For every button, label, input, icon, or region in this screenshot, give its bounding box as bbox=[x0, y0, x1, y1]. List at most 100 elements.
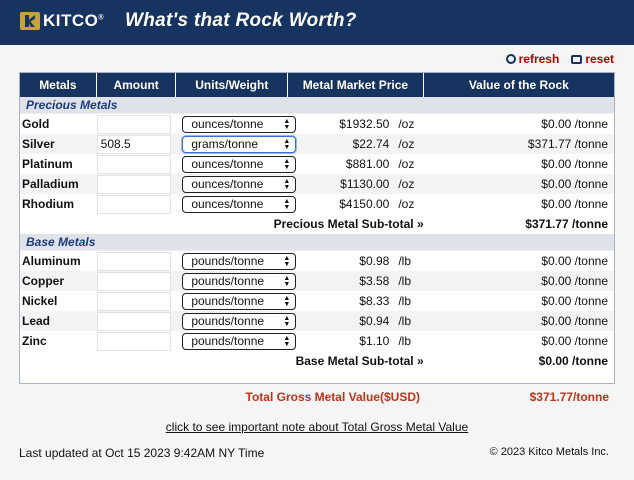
unit-select[interactable]: grams/tonne ▲ ▼ bbox=[182, 135, 297, 153]
table-row: Platinum ounces/tonne ▲ ▼ $881.00/oz $0.00 /t… bbox=[20, 154, 614, 174]
price-cell: $4150.00/oz bbox=[288, 197, 424, 211]
copyright: © 2023 Kitco Metals Inc. bbox=[489, 446, 609, 458]
price-unit: /lb bbox=[398, 334, 411, 348]
price-value: $22.74 bbox=[352, 137, 390, 151]
price-unit: /lb bbox=[398, 254, 411, 268]
metal-name: Gold bbox=[22, 117, 50, 131]
unit-select[interactable]: pounds/tonne ▲ ▼ bbox=[182, 312, 297, 330]
select-arrows-icon: ▲ ▼ bbox=[283, 314, 291, 328]
amount-cell bbox=[96, 291, 177, 311]
amount-cell bbox=[96, 194, 177, 214]
gross-value-note-link[interactable]: click to see important note about Total … bbox=[165, 420, 469, 434]
price-value: $4150.00 bbox=[339, 197, 390, 211]
amount-input[interactable] bbox=[96, 331, 171, 351]
metal-name: Aluminum bbox=[22, 254, 81, 268]
unit-select-value: pounds/tonne bbox=[191, 334, 265, 348]
rock-value: $0.00 /tonne bbox=[541, 254, 608, 268]
table-row: Zinc pounds/tonne ▲ ▼ $1.10/lb $0.00 /tonne bbox=[20, 331, 614, 351]
unit-select-value: pounds/tonne bbox=[191, 314, 265, 328]
unit-select-value: pounds/tonne bbox=[191, 274, 265, 288]
price-cell: $22.74/oz bbox=[288, 137, 424, 151]
table-row: Nickel pounds/tonne ▲ ▼ $8.33/lb $0.00 /tonne bbox=[20, 291, 614, 311]
price-cell: $3.58/lb bbox=[288, 274, 424, 288]
metal-name: Zinc bbox=[22, 334, 47, 348]
price-value: $0.94 bbox=[359, 314, 390, 328]
price-unit: /oz bbox=[398, 197, 415, 211]
unit-select[interactable]: ounces/tonne ▲ ▼ bbox=[182, 195, 297, 213]
metal-name: Platinum bbox=[22, 157, 73, 171]
kitco-logo-text: KITCO® bbox=[43, 11, 105, 30]
amount-input[interactable] bbox=[96, 134, 171, 154]
metal-name: Copper bbox=[22, 274, 64, 288]
table-row: Rhodium ounces/tonne ▲ ▼ $4150.00/oz $0.00 /t… bbox=[20, 194, 614, 214]
kitco-logo[interactable]: KITCO® bbox=[20, 11, 104, 31]
unit-select[interactable]: pounds/tonne ▲ ▼ bbox=[182, 332, 297, 350]
refresh-button[interactable]: refresh bbox=[505, 52, 560, 66]
amount-input[interactable] bbox=[96, 114, 171, 134]
unit-select-value: ounces/tonne bbox=[191, 197, 264, 211]
amount-input[interactable] bbox=[96, 194, 171, 214]
select-arrows-icon: ▲ ▼ bbox=[283, 157, 291, 171]
unit-cell: ounces/tonne ▲ ▼ bbox=[176, 195, 297, 213]
unit-select-value: ounces/tonne bbox=[191, 157, 264, 171]
precious-rows: Gold ounces/tonne ▲ ▼ $1932.50/oz $0.00 /tonn… bbox=[20, 114, 614, 214]
unit-cell: ounces/tonne ▲ ▼ bbox=[176, 155, 297, 173]
price-cell: $8.33/lb bbox=[288, 294, 424, 308]
header-amount: Amount bbox=[97, 73, 177, 97]
last-updated: Last updated at Oct 15 2023 9:42AM NY Ti… bbox=[19, 446, 265, 460]
unit-select[interactable]: pounds/tonne ▲ ▼ bbox=[182, 252, 297, 270]
unit-select[interactable]: ounces/tonne ▲ ▼ bbox=[182, 155, 297, 173]
precious-subtotal-label: Precious Metal Sub-total » bbox=[273, 217, 424, 231]
unit-cell: grams/tonne ▲ ▼ bbox=[176, 135, 297, 153]
amount-input[interactable] bbox=[96, 271, 171, 291]
reset-icon bbox=[571, 54, 583, 64]
price-value: $881.00 bbox=[345, 157, 390, 171]
unit-select[interactable]: ounces/tonne ▲ ▼ bbox=[182, 115, 297, 133]
header-metals: Metals bbox=[20, 73, 97, 97]
unit-select-value: grams/tonne bbox=[191, 137, 259, 151]
price-value: $0.98 bbox=[359, 254, 390, 268]
precious-metals-section: Precious Metals bbox=[20, 97, 614, 114]
rock-value: $0.00 /tonne bbox=[541, 197, 608, 211]
rock-value: $0.00 /tonne bbox=[541, 294, 608, 308]
precious-subtotal-row: Precious Metal Sub-total » $371.77 /tonn… bbox=[20, 214, 614, 234]
price-unit: /oz bbox=[398, 177, 415, 191]
amount-input[interactable] bbox=[96, 251, 171, 271]
header-bar: KITCO® What's that Rock Worth? bbox=[0, 0, 634, 45]
price-value: $1.10 bbox=[359, 334, 390, 348]
amount-input[interactable] bbox=[96, 311, 171, 331]
amount-cell bbox=[96, 134, 177, 154]
unit-cell: pounds/tonne ▲ ▼ bbox=[176, 292, 297, 310]
table-row: Aluminum pounds/tonne ▲ ▼ $0.98/lb $0.00 /ton… bbox=[20, 251, 614, 271]
metal-name: Nickel bbox=[22, 294, 58, 308]
unit-cell: ounces/tonne ▲ ▼ bbox=[176, 115, 297, 133]
gross-total-value: $371.77/tonne bbox=[529, 390, 609, 404]
kitco-logo-icon bbox=[20, 12, 40, 30]
price-cell: $1130.00/oz bbox=[288, 177, 424, 191]
unit-select[interactable]: pounds/tonne ▲ ▼ bbox=[182, 292, 297, 310]
base-subtotal-label: Base Metal Sub-total » bbox=[295, 354, 424, 368]
unit-select[interactable]: pounds/tonne ▲ ▼ bbox=[182, 272, 297, 290]
unit-select[interactable]: ounces/tonne ▲ ▼ bbox=[182, 175, 297, 193]
price-unit: /lb bbox=[398, 294, 411, 308]
select-arrows-icon: ▲ ▼ bbox=[283, 274, 291, 288]
reset-button[interactable]: reset bbox=[571, 52, 614, 66]
rock-value: $0.00 /tonne bbox=[541, 274, 608, 288]
precious-subtotal-value: $371.77 /tonne bbox=[525, 217, 608, 231]
table-row: Copper pounds/tonne ▲ ▼ $3.58/lb $0.00 /tonne bbox=[20, 271, 614, 291]
select-arrows-icon: ▲ ▼ bbox=[283, 137, 291, 151]
unit-select-value: pounds/tonne bbox=[191, 294, 265, 308]
header-units: Units/Weight bbox=[176, 73, 289, 97]
price-unit: /lb bbox=[398, 314, 411, 328]
amount-input[interactable] bbox=[96, 174, 171, 194]
table-row: Gold ounces/tonne ▲ ▼ $1932.50/oz $0.00 /tonn… bbox=[20, 114, 614, 134]
base-rows: Aluminum pounds/tonne ▲ ▼ $0.98/lb $0.00 /ton… bbox=[20, 251, 614, 351]
amount-cell bbox=[96, 251, 177, 271]
refresh-label: refresh bbox=[518, 52, 560, 66]
calculator-table: Metals Amount Units/Weight Metal Market … bbox=[19, 72, 615, 384]
amount-input[interactable] bbox=[96, 154, 171, 174]
page-title: What's that Rock Worth? bbox=[125, 10, 357, 31]
amount-input[interactable] bbox=[96, 291, 171, 311]
price-cell: $1932.50/oz bbox=[288, 117, 424, 131]
select-arrows-icon: ▲ ▼ bbox=[283, 294, 291, 308]
